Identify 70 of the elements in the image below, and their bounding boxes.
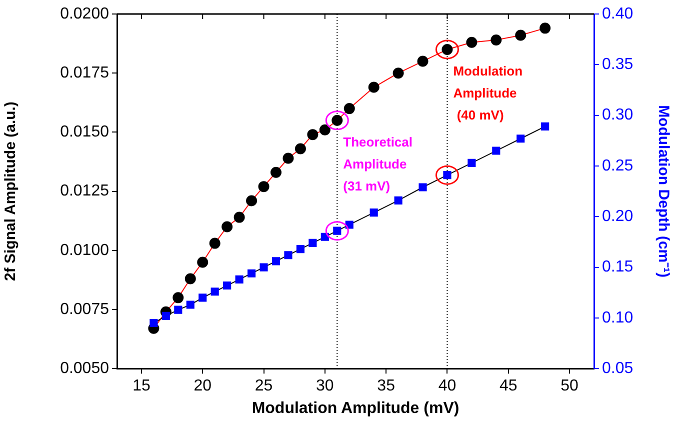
point — [210, 288, 219, 296]
x-tick-label: 15 — [132, 378, 150, 395]
point — [172, 292, 184, 304]
point — [222, 221, 233, 232]
y-tick-label: 0.0150 — [60, 124, 110, 141]
x-tick-label: 50 — [560, 378, 579, 395]
point — [186, 300, 194, 309]
x-axis-title: Modulation Amplitude (mV) — [252, 400, 460, 417]
point — [248, 269, 256, 278]
y-tick-label: 0.0075 — [60, 300, 110, 318]
x-tick-label: 20 — [194, 378, 212, 395]
point — [162, 312, 170, 320]
point — [308, 238, 317, 248]
y-tick-label: 0.0125 — [60, 182, 110, 200]
point — [468, 158, 476, 167]
y2-tick-label: 0.05 — [602, 360, 634, 378]
point — [197, 256, 208, 268]
point — [150, 318, 158, 328]
point — [294, 143, 306, 154]
x-tick-label: 40 — [438, 378, 456, 395]
y-tick-label: 0.0175 — [60, 64, 110, 82]
y-tick-label: 0.0050 — [60, 360, 110, 378]
point — [234, 212, 245, 223]
point — [492, 146, 500, 155]
point — [516, 134, 525, 143]
point — [394, 196, 402, 204]
x-tick-label: 35 — [377, 378, 396, 395]
annotation: Theoretical Amplitude (31 mV) — [343, 134, 413, 194]
point — [370, 208, 378, 217]
annotation: Modulation Amplitude (40 mV) — [453, 64, 523, 123]
y2-tick-label: 0.40 — [602, 5, 634, 22]
point — [272, 257, 280, 266]
y2-tick-label: 0.10 — [602, 309, 634, 326]
y-axis-title: 2f Signal Amplitude (a.u.) — [2, 102, 20, 282]
point — [258, 181, 270, 192]
y2-tick-label: 0.25 — [602, 157, 634, 174]
point — [392, 68, 404, 79]
y-tick-label: 0.0200 — [60, 5, 110, 22]
y2-tick-label: 0.20 — [602, 208, 634, 226]
point — [246, 195, 258, 206]
point — [260, 263, 268, 272]
y2-tick-label: 0.30 — [602, 106, 634, 124]
point — [284, 251, 292, 260]
x-tick-label: 45 — [499, 378, 518, 395]
point — [490, 34, 502, 46]
point — [540, 22, 551, 34]
point — [541, 122, 550, 130]
point — [223, 281, 232, 290]
point — [209, 238, 220, 249]
point — [417, 56, 428, 67]
x-tick-label: 30 — [316, 378, 334, 395]
y-tick-label: 0.0100 — [60, 242, 110, 259]
x-tick-label: 25 — [254, 378, 273, 395]
point — [368, 82, 380, 93]
point — [198, 294, 207, 302]
point — [282, 152, 294, 164]
point — [466, 36, 478, 48]
point — [174, 306, 182, 314]
point — [235, 275, 244, 284]
point — [184, 273, 196, 284]
y2-tick-label: 0.15 — [602, 258, 634, 276]
point — [418, 183, 427, 192]
point — [270, 166, 282, 178]
y2-axis-title: Modulation Depth (cm⁻¹) — [654, 105, 672, 278]
point — [344, 103, 355, 114]
point — [307, 129, 318, 140]
point — [296, 245, 304, 254]
point — [515, 30, 526, 41]
point — [319, 124, 330, 136]
y2-tick-label: 0.35 — [602, 56, 634, 74]
